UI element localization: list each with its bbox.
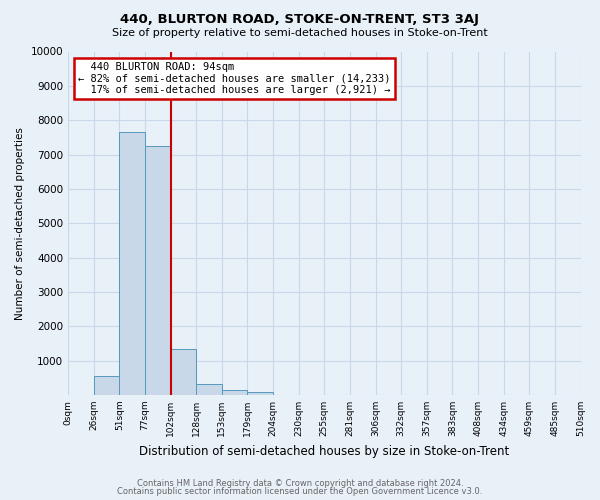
Bar <box>94 376 119 395</box>
Y-axis label: Number of semi-detached properties: Number of semi-detached properties <box>15 127 25 320</box>
X-axis label: Distribution of semi-detached houses by size in Stoke-on-Trent: Distribution of semi-detached houses by … <box>139 444 509 458</box>
Text: Contains HM Land Registry data © Crown copyright and database right 2024.: Contains HM Land Registry data © Crown c… <box>137 478 463 488</box>
Bar <box>145 146 170 395</box>
Bar <box>119 132 145 395</box>
Text: Contains public sector information licensed under the Open Government Licence v3: Contains public sector information licen… <box>118 487 482 496</box>
Bar <box>247 392 273 395</box>
Bar <box>170 348 196 395</box>
Bar <box>222 390 247 395</box>
Text: 440 BLURTON ROAD: 94sqm
← 82% of semi-detached houses are smaller (14,233)
  17%: 440 BLURTON ROAD: 94sqm ← 82% of semi-de… <box>78 62 391 95</box>
Text: Size of property relative to semi-detached houses in Stoke-on-Trent: Size of property relative to semi-detach… <box>112 28 488 38</box>
Text: 440, BLURTON ROAD, STOKE-ON-TRENT, ST3 3AJ: 440, BLURTON ROAD, STOKE-ON-TRENT, ST3 3… <box>121 12 479 26</box>
Bar <box>196 384 222 395</box>
